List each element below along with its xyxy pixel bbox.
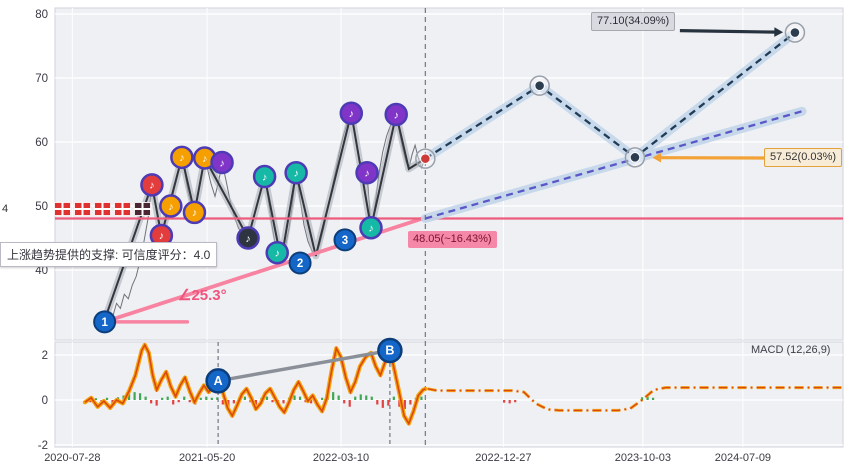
wave-number-label: 2	[297, 258, 303, 270]
macd-axis-tick: 0	[42, 395, 48, 407]
note-pivot-icon[interactable]	[236, 226, 260, 250]
macd-point-marker[interactable]	[205, 368, 231, 394]
music-note-icon: ♪	[149, 180, 154, 192]
date-axis-tick: 2023-10-03	[615, 452, 671, 464]
dark-candles-icon[interactable]	[134, 202, 151, 216]
projection-point-dot	[629, 152, 641, 163]
price-axis-tick: 50	[35, 201, 48, 213]
note-pivot-icon[interactable]	[159, 194, 183, 218]
wave-number-label: 3	[342, 235, 348, 247]
annotation-arrow[interactable]	[679, 29, 778, 34]
price-axis-tick: 70	[35, 73, 48, 85]
wave-number-marker[interactable]	[288, 251, 312, 275]
note-pivot-icon[interactable]	[265, 240, 289, 265]
projection-point-dot	[534, 80, 545, 91]
red-candles-icon[interactable]	[94, 202, 111, 216]
note-pivot-icon[interactable]	[339, 101, 364, 125]
note-pivot-icon[interactable]	[210, 150, 234, 175]
forecast-trend-line[interactable]	[425, 110, 803, 220]
note-pivot-icon[interactable]	[359, 216, 383, 240]
note-pivot-icon[interactable]	[252, 164, 277, 189]
music-note-icon: ♪	[368, 223, 373, 235]
macd-panel	[54, 341, 844, 448]
macd-line	[84, 343, 426, 426]
note-pivot-icon[interactable]	[284, 160, 308, 185]
music-note-icon: ♪	[219, 157, 224, 169]
note-pivot-icon[interactable]	[170, 145, 194, 170]
wave-number-label: 1	[101, 317, 108, 329]
forecast-projection-line[interactable]	[424, 31, 796, 160]
music-note-icon: ♪	[202, 153, 207, 165]
red-candles-icon[interactable]	[54, 202, 71, 216]
price-axis-tick: 80	[35, 9, 48, 21]
projection-point-dot	[789, 27, 801, 38]
music-note-icon: ♪	[294, 168, 299, 180]
pattern-count-label: 4	[2, 203, 9, 215]
price-axis-tick: 40	[35, 265, 48, 277]
macd-indicator-label: MACD (12,26,9)	[751, 344, 831, 356]
trend-angle-label: ∠25.3°	[178, 287, 227, 304]
wave-number-marker[interactable]	[93, 310, 117, 334]
music-note-icon: ♪	[245, 233, 250, 245]
macd-point-label: A	[214, 374, 223, 388]
macd-point-label: B	[385, 344, 394, 358]
macd-axis-tick: 2	[42, 350, 48, 362]
macd-point-marker[interactable]	[377, 337, 403, 364]
music-note-icon: ♪	[168, 201, 173, 213]
date-axis-tick: 2020-07-28	[44, 452, 100, 464]
music-note-icon: ♪	[262, 171, 267, 183]
price-axis-tick: 60	[35, 137, 48, 149]
wave-number-marker[interactable]	[333, 228, 357, 252]
candle-pattern-icon-row[interactable]	[54, 202, 151, 216]
red-candles-icon[interactable]	[74, 202, 91, 216]
macd-divergence-line[interactable]	[216, 348, 392, 383]
macd-axis-tick: -2	[38, 440, 48, 452]
support-confidence-tooltip: 上涨趋势提供的支撑: 可信度评分：4.0	[0, 242, 218, 267]
support-level-badge[interactable]: 48.05(~16.43%)	[408, 231, 497, 248]
music-note-icon: ♪	[394, 109, 399, 121]
date-axis-tick: 2024-07-09	[715, 452, 771, 464]
red-candles-icon[interactable]	[114, 202, 131, 216]
note-pivot-icon[interactable]	[140, 173, 164, 197]
annotation-arrow-head	[652, 152, 662, 163]
main-chart-panel	[54, 7, 844, 341]
note-pivot-icon[interactable]	[384, 102, 408, 127]
target-high-badge[interactable]: 77.10(34.09%)	[591, 12, 676, 31]
projection-point-dot	[420, 153, 431, 164]
music-note-icon: ♪	[179, 152, 184, 164]
music-note-icon: ♪	[192, 207, 197, 219]
music-note-icon: ♪	[159, 230, 164, 242]
date-axis-tick: 2022-12-27	[475, 452, 531, 464]
note-pivot-icon[interactable]	[182, 200, 207, 225]
target-mid-badge[interactable]: 57.52(0.03%)	[764, 148, 843, 167]
annotation-arrow-head	[774, 27, 784, 37]
music-note-icon: ♪	[275, 248, 280, 260]
note-pivot-icon[interactable]	[355, 160, 379, 185]
date-axis-tick: 2021-05-20	[179, 452, 235, 464]
date-axis-tick: 2022-03-10	[313, 452, 369, 464]
macd-forecast-line	[427, 386, 842, 412]
music-note-icon: ♪	[349, 108, 354, 120]
music-note-icon: ♪	[364, 168, 369, 180]
